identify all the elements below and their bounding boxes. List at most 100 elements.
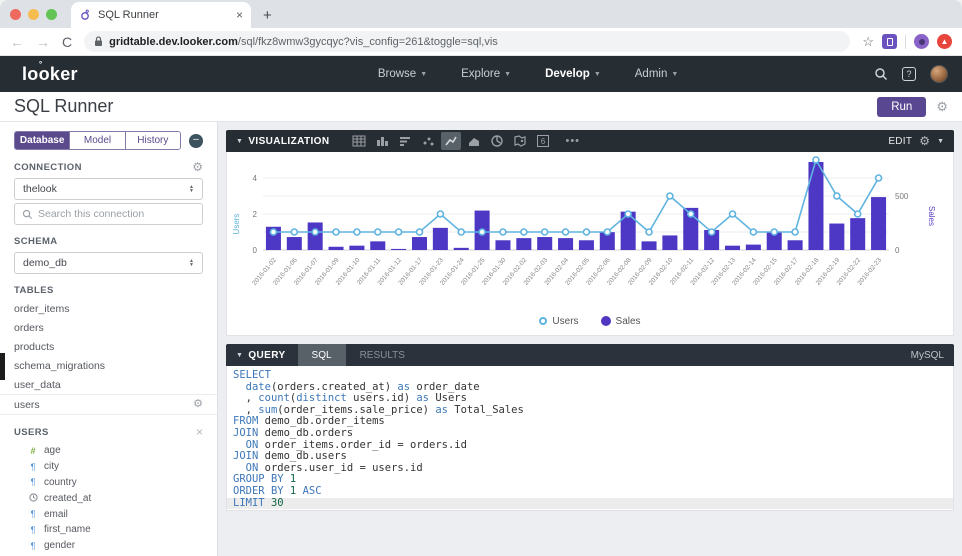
field-item-first_name[interactable]: ¶ first_name: [0, 522, 217, 538]
query-tabs: SQL RESULTS: [297, 344, 419, 366]
sidebar: Database Model History – CONNECTION ⚙ thel…: [0, 122, 218, 556]
viz-settings-caret-icon[interactable]: ▼: [937, 137, 944, 145]
table-item-schema_migrations[interactable]: schema_migrations: [14, 359, 106, 372]
schema-select[interactable]: demo_db ▲ ▼: [14, 252, 203, 274]
back-icon[interactable]: ←: [10, 33, 24, 50]
extension-icon-red-circle[interactable]: ▲: [937, 34, 952, 49]
extension-icon-purple-circle[interactable]: [914, 34, 929, 49]
user-avatar[interactable]: [930, 65, 948, 83]
close-tab-icon[interactable]: ×: [235, 8, 243, 22]
sql-line[interactable]: ON order_items.order_id = orders.id: [245, 438, 467, 451]
field-item-age[interactable]: # age: [0, 443, 217, 459]
query-title[interactable]: ▼ QUERY: [236, 349, 286, 361]
sql-line[interactable]: ORDER BY 1 ASC: [233, 484, 322, 497]
sql-line[interactable]: ON orders.user_id = users.id: [245, 461, 423, 474]
scatter-chart-icon[interactable]: [418, 132, 438, 150]
svg-text:500: 500: [895, 192, 909, 201]
sql-line[interactable]: FROM demo_db.order_items: [233, 415, 385, 428]
connection-select[interactable]: thelook ▲ ▼: [14, 178, 203, 200]
menu-item-admin[interactable]: Admin ▼: [634, 68, 679, 80]
string-type-icon: ¶: [30, 477, 36, 488]
line-chart-icon[interactable]: [441, 132, 462, 150]
sql-line[interactable]: SELECT: [233, 369, 271, 381]
visualization-title[interactable]: ▼ VISUALIZATION: [236, 135, 330, 147]
table-item-products[interactable]: products: [14, 340, 55, 353]
sql-line[interactable]: JOIN demo_db.orders: [233, 426, 354, 439]
menu-item-explore[interactable]: Explore ▼: [461, 68, 512, 80]
sql-line[interactable]: LIMIT 30: [227, 497, 953, 510]
forward-icon[interactable]: →: [36, 33, 50, 50]
legend-item-users[interactable]: Users: [539, 316, 579, 327]
sidebar-tab-model[interactable]: Model: [70, 132, 126, 149]
browser-tab[interactable]: SQL Runner ×: [71, 2, 251, 28]
number-type-icon: #: [30, 445, 36, 456]
field-item-email[interactable]: ¶ email: [0, 506, 217, 522]
more-viz-types-icon[interactable]: •••: [565, 135, 581, 147]
chevron-down-icon: ▼: [420, 70, 428, 78]
sidebar-tab-database[interactable]: Database: [15, 132, 71, 149]
table-icon[interactable]: [349, 132, 369, 150]
bookmark-star-icon[interactable]: ☆: [862, 33, 874, 49]
sql-line[interactable]: GROUP BY 1: [233, 473, 297, 486]
single-value-icon[interactable]: 6: [533, 132, 553, 150]
search-icon[interactable]: [874, 67, 888, 81]
secure-lock-icon: [95, 36, 103, 46]
query-tab-results[interactable]: RESULTS: [359, 349, 405, 361]
connection-label: CONNECTION: [14, 161, 82, 173]
field-item-city[interactable]: ¶ city: [0, 459, 217, 475]
sql-editor[interactable]: SELECT date(orders.created_at) as order_…: [226, 366, 954, 511]
viz-settings-gear-icon[interactable]: ⚙: [919, 134, 931, 148]
field-item-created_at[interactable]: created_at: [0, 490, 217, 506]
sidebar-tab-history[interactable]: History: [125, 132, 180, 149]
looker-top-nav: looker ° Browse ▼ Explore ▼ Develop ▼ Admin ▼ ?: [0, 56, 962, 92]
run-button[interactable]: Run: [877, 96, 927, 117]
maximize-window-button[interactable]: [46, 8, 57, 20]
close-fields-icon[interactable]: ×: [195, 425, 203, 439]
edit-button[interactable]: EDIT: [888, 135, 913, 147]
table-item-users[interactable]: users ⚙: [0, 394, 217, 415]
settings-gear-icon[interactable]: ⚙: [936, 99, 948, 114]
minimize-window-button[interactable]: [28, 8, 39, 20]
looker-logo[interactable]: looker °: [22, 59, 78, 84]
svg-text:Users: Users: [232, 214, 241, 235]
sidebar-scrollbar-thumb[interactable]: [0, 353, 5, 380]
sales-bar-marker-icon: [600, 316, 611, 326]
bar-chart-icon[interactable]: [395, 132, 415, 150]
table-item-orders[interactable]: orders: [14, 321, 44, 334]
legend-item-sales[interactable]: Sales: [600, 316, 641, 327]
sql-line[interactable]: JOIN demo_db.users: [233, 450, 347, 463]
table-item-user_data[interactable]: user_data: [14, 378, 61, 391]
sql-line[interactable]: , count(distinct users.id) as Users: [233, 392, 467, 405]
close-window-button[interactable]: [10, 8, 21, 20]
sql-line[interactable]: , sum(order_items.sale_price) as Total_S…: [233, 403, 524, 416]
field-item-gender[interactable]: ¶ gender: [0, 538, 217, 554]
table-item-order_items[interactable]: order_items: [14, 302, 70, 315]
column-chart-icon[interactable]: [372, 132, 392, 150]
sql-line[interactable]: date(orders.created_at) as order_date: [245, 380, 480, 393]
field-item-country[interactable]: ¶ country: [0, 475, 217, 491]
combo-chart[interactable]: 024Users0500Sales2016-01-022016-01-06201…: [227, 154, 939, 306]
chart-legend: Users Sales: [227, 311, 953, 331]
menu-item-browse[interactable]: Browse ▼: [377, 68, 428, 80]
extension-icon-purple-square[interactable]: [882, 34, 897, 49]
main-menu: Browse ▼ Explore ▼ Develop ▼ Admin ▼: [378, 68, 678, 80]
address-bar[interactable]: gridtable.dev.looker.com/sql/fkz8wmw3gyc…: [84, 31, 851, 52]
map-chart-icon[interactable]: [510, 132, 530, 150]
connection-search[interactable]: [14, 203, 203, 225]
table-gear-icon[interactable]: ⚙: [193, 398, 203, 410]
collapse-sidebar-icon[interactable]: –: [189, 133, 203, 148]
menu-item-develop[interactable]: Develop ▼: [545, 68, 601, 80]
pie-chart-icon[interactable]: [487, 132, 507, 150]
svg-text:2: 2: [253, 210, 258, 219]
search-input[interactable]: [38, 208, 188, 220]
new-tab-button[interactable]: +: [263, 7, 272, 24]
svg-text:4: 4: [253, 174, 258, 183]
chart-container[interactable]: 0 2 4 Users 0 500 Sales 2016-01-02 2016-01-06 201…: [226, 152, 954, 336]
reload-icon[interactable]: C: [62, 33, 73, 50]
connection-gear-icon[interactable]: ⚙: [192, 160, 203, 174]
help-icon[interactable]: ?: [902, 67, 916, 81]
query-tab-sql[interactable]: SQL: [297, 344, 346, 366]
area-chart-icon[interactable]: [464, 132, 484, 150]
